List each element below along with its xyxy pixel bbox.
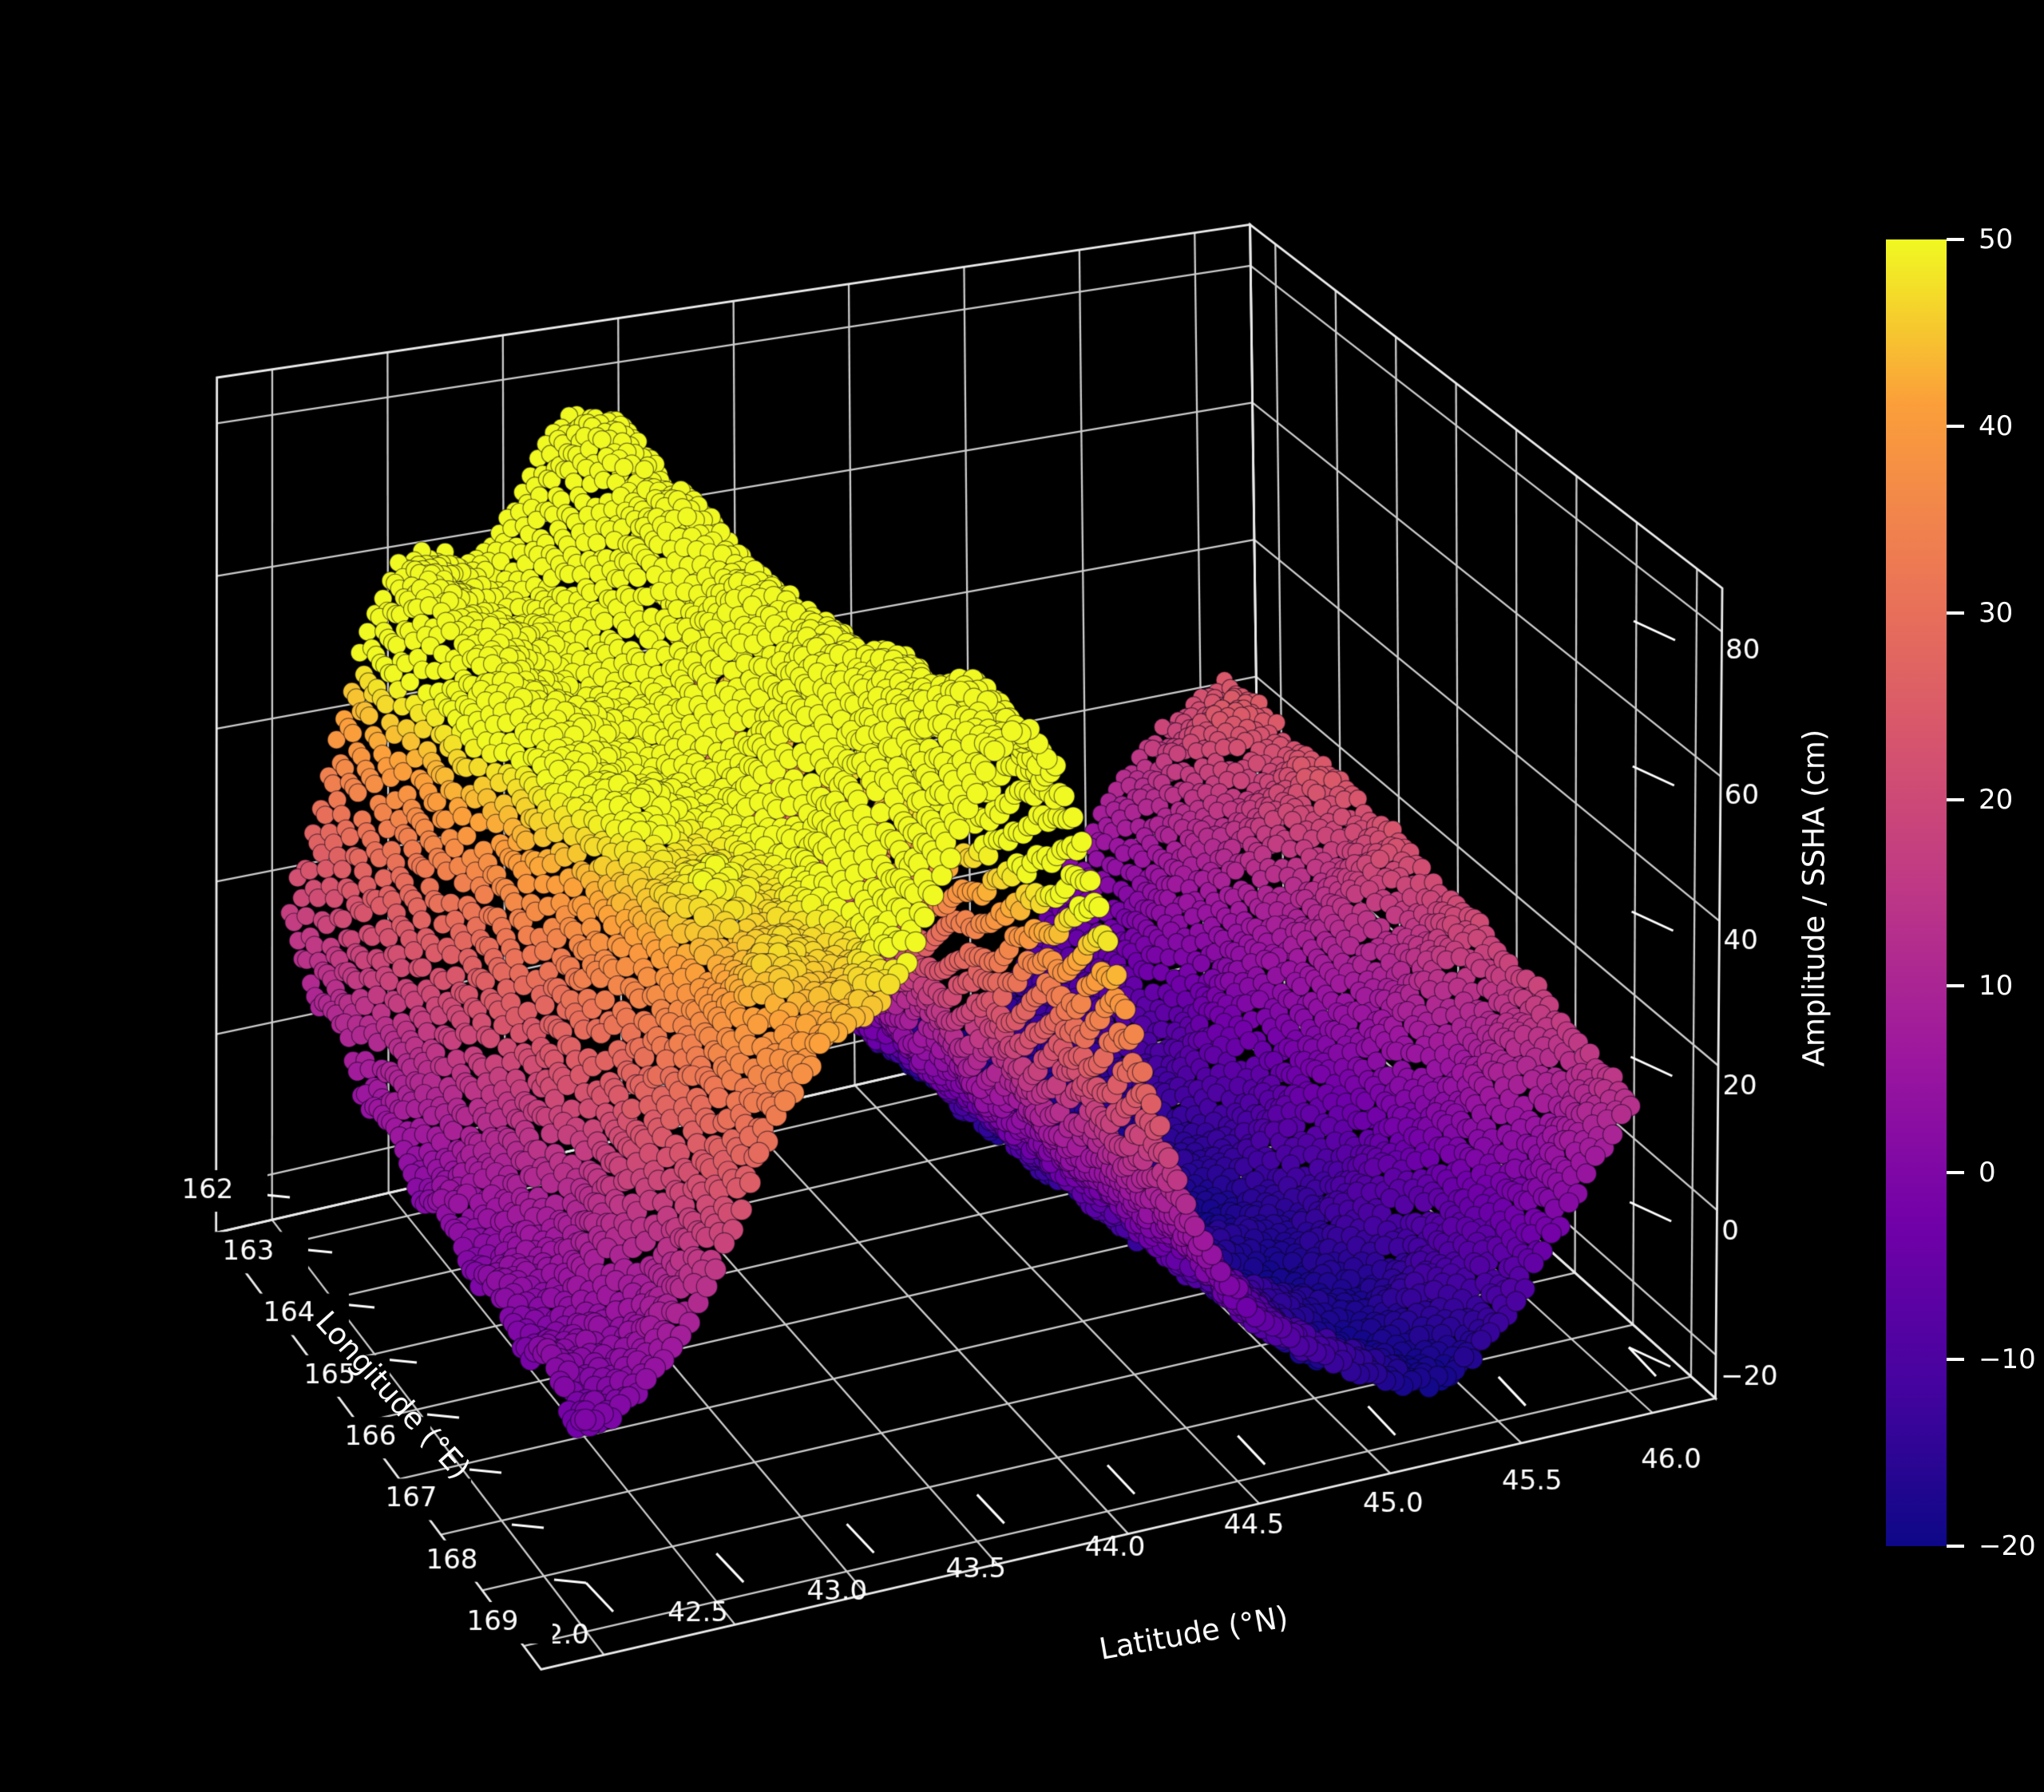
colorbar-tick-label: 20 bbox=[1979, 783, 2014, 816]
colorbar-tick-mark bbox=[1947, 424, 1964, 428]
colorbar-tick-mark bbox=[1947, 1545, 1964, 1548]
colorbar-tick-label: 40 bbox=[1979, 409, 2014, 442]
colorbar-tick-mark bbox=[1947, 238, 1964, 241]
colorbar-tick-label: 0 bbox=[1979, 1157, 1996, 1189]
colorbar-tick-mark bbox=[1947, 611, 1964, 615]
colorbar-tick-label: 30 bbox=[1979, 596, 2014, 629]
colorbar-tick-mark bbox=[1947, 1358, 1964, 1362]
colorbar-gradient bbox=[1886, 239, 1947, 1546]
colorbar-axis-label: Amplitude / SSHA (cm) bbox=[1796, 729, 1832, 1067]
colorbar-tick-mark bbox=[1947, 1171, 1964, 1175]
colorbar-tick-label: −20 bbox=[1979, 1530, 2036, 1562]
colorbar-tick-label: −10 bbox=[1979, 1343, 2036, 1376]
colorbar-tick-label: 50 bbox=[1979, 224, 2014, 255]
colorbar-tick-mark bbox=[1947, 797, 1964, 801]
colorbar-tick-label: 10 bbox=[1979, 970, 2014, 1003]
colorbar-tick-mark bbox=[1947, 984, 1964, 988]
colorbar: 50 40 30 20 10 0 −10 −20 bbox=[1886, 224, 2036, 1562]
